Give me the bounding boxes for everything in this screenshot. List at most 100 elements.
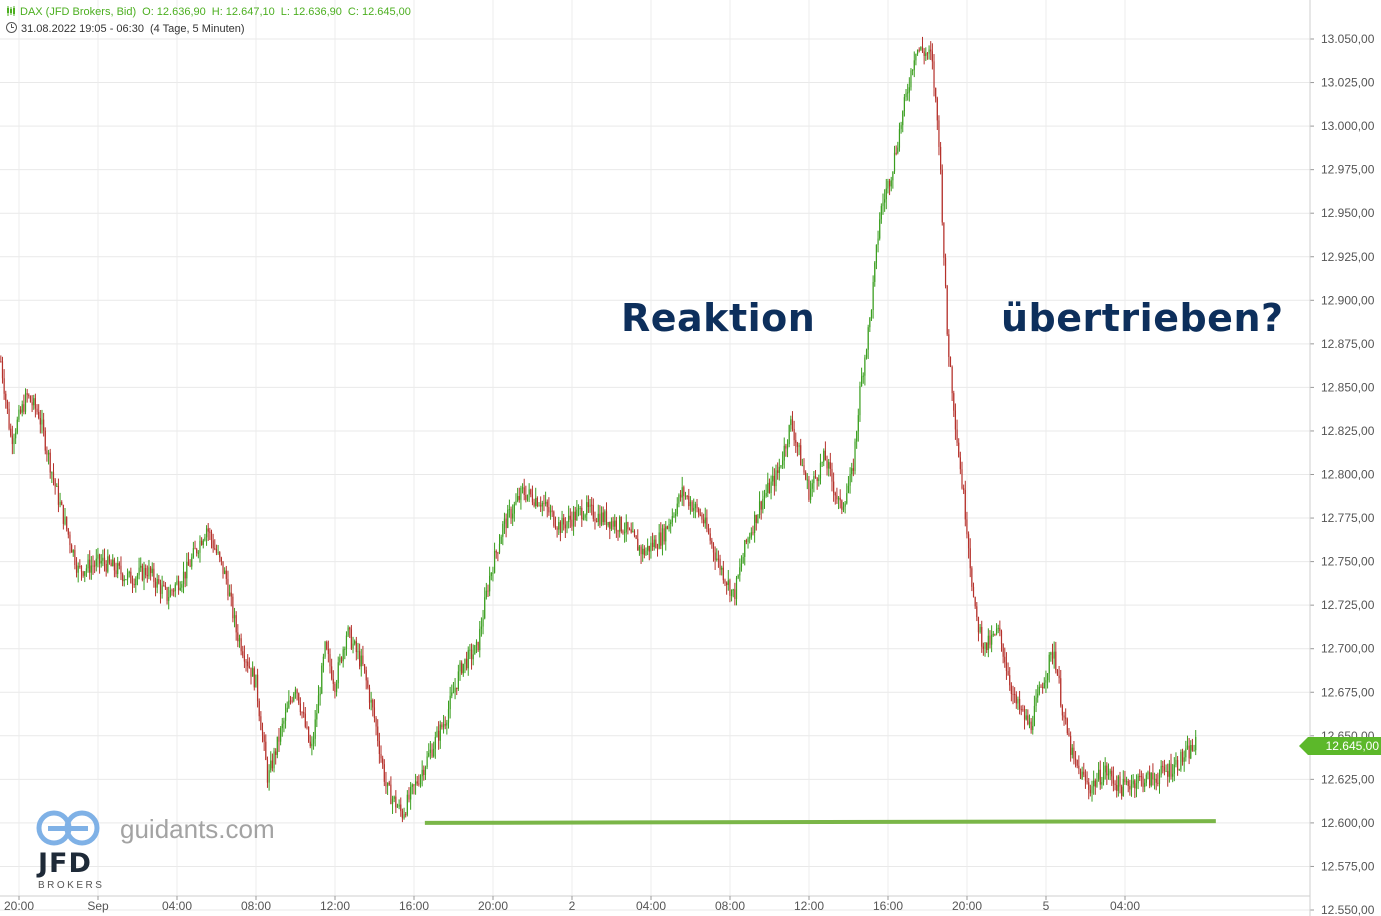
candle-body [433, 748, 435, 757]
candle-body [589, 504, 591, 508]
candle-body [981, 627, 983, 647]
candle-body [176, 580, 178, 585]
candle-body [367, 680, 369, 688]
candle-body [596, 521, 598, 523]
candle-body [604, 511, 606, 523]
candle-body [1017, 699, 1019, 704]
candle-body [327, 649, 329, 655]
candle-body [612, 521, 614, 527]
candle-body [480, 626, 483, 629]
candle-body [785, 445, 787, 449]
candle-body [538, 505, 540, 507]
candle-body [969, 548, 971, 569]
candle-body [605, 511, 608, 526]
candle-body [581, 507, 583, 520]
candle-body [798, 445, 800, 447]
candle-body [227, 578, 229, 596]
candle-body [1155, 778, 1157, 783]
candle-body [377, 726, 379, 741]
candle-body [337, 662, 339, 684]
candle-body [304, 713, 306, 727]
y-tick-label: 13.025,00 [1321, 76, 1375, 90]
candle-body [1165, 771, 1167, 773]
candle-body [678, 494, 680, 504]
candle-body [599, 513, 601, 525]
candle-body [479, 628, 481, 651]
candle-body [586, 502, 588, 515]
candle-body [1195, 736, 1197, 751]
candle-body [57, 485, 60, 505]
candle-body [10, 428, 12, 436]
candle-body [778, 466, 780, 473]
x-tick-label: 20:00 [4, 899, 34, 913]
candle-body [528, 489, 530, 495]
candle-body [69, 534, 71, 546]
candle-body [1028, 721, 1031, 725]
candle-body [1014, 694, 1016, 696]
candle-body [199, 540, 201, 553]
x-tick-label: 04:00 [162, 899, 192, 913]
candle-body [1071, 747, 1073, 755]
candle-body [400, 804, 402, 812]
candle-body [740, 563, 743, 568]
candle-body [752, 532, 754, 534]
candle-body [293, 693, 295, 701]
candle-body [1134, 780, 1136, 789]
candle-body [354, 641, 356, 644]
candle-body [1061, 705, 1063, 716]
candle-body [971, 568, 973, 587]
candle-body [136, 575, 139, 579]
candle-body [928, 49, 930, 54]
candle-body [382, 758, 384, 765]
candle-body [122, 574, 124, 582]
candle-body [530, 489, 532, 495]
candle-body [201, 540, 203, 545]
candle-body [892, 171, 894, 181]
candle-body [205, 528, 208, 538]
candle-body [558, 522, 560, 530]
candle-body [918, 49, 920, 51]
candle-body [487, 590, 489, 592]
candle-body [808, 479, 810, 500]
candle-body [169, 590, 171, 598]
candle-body [59, 501, 61, 505]
candle-body [709, 533, 711, 541]
candle-body [1186, 745, 1189, 749]
candle-body [1076, 759, 1078, 766]
candle-body [1040, 686, 1042, 688]
candle-body [1157, 782, 1159, 784]
candle-body [316, 713, 318, 720]
candle-body [429, 749, 431, 754]
candle-body [38, 411, 40, 419]
candle-body [851, 468, 853, 475]
instrument-header: DAX (JFD Brokers, Bid) O: 12.636,90 H: 12.… [6, 6, 411, 18]
candle-body [319, 693, 321, 696]
candle-body [908, 87, 910, 93]
candle-body [800, 445, 802, 466]
candle-body [518, 495, 520, 500]
candle-body [656, 548, 659, 550]
candle-body [202, 540, 204, 545]
candle-body [291, 700, 293, 702]
candle-body [526, 494, 529, 500]
candle-body [925, 53, 927, 56]
candle-body [209, 531, 211, 533]
candle-body [826, 460, 828, 469]
candle-body [220, 557, 222, 562]
candle-body [999, 627, 1001, 632]
y-tick-label: 12.925,00 [1321, 250, 1375, 264]
candle-body [782, 460, 784, 466]
candle-body [963, 488, 965, 491]
candle-body [647, 545, 649, 551]
candle-body [961, 469, 963, 489]
candle-body [1098, 769, 1100, 780]
candle-body [972, 586, 975, 597]
candle-body [750, 532, 752, 538]
candle-body [823, 450, 825, 462]
candle-body [161, 585, 163, 594]
candle-body [1042, 687, 1044, 689]
candle-body [15, 432, 17, 439]
candle-body [602, 512, 604, 523]
candle-body [633, 531, 636, 536]
candle-body [864, 357, 866, 376]
